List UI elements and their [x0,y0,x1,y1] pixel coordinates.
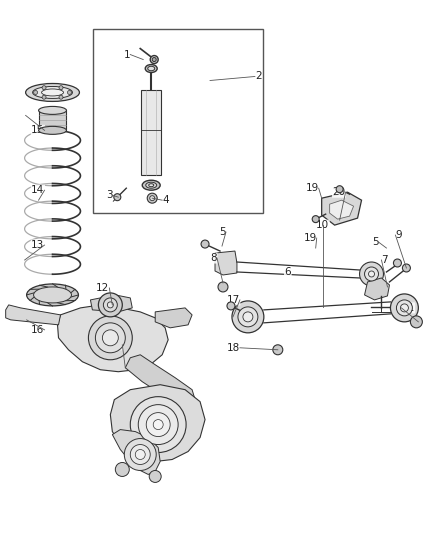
Text: 1: 1 [124,50,130,60]
Polygon shape [39,110,67,131]
Text: 20: 20 [332,187,346,197]
Text: 5: 5 [372,237,378,247]
Circle shape [59,86,63,90]
Circle shape [360,262,384,286]
Polygon shape [155,308,192,328]
Text: 15: 15 [31,125,45,135]
FancyBboxPatch shape [93,29,263,213]
FancyBboxPatch shape [141,91,161,175]
Circle shape [99,293,122,317]
Ellipse shape [34,287,71,303]
Polygon shape [330,200,353,219]
Text: 19: 19 [304,233,317,243]
Text: 7: 7 [381,255,388,265]
Text: 10: 10 [316,220,329,230]
Circle shape [135,449,145,459]
Polygon shape [215,251,237,275]
Circle shape [152,58,156,61]
Ellipse shape [145,64,157,72]
Circle shape [201,240,209,248]
Polygon shape [125,355,195,410]
Circle shape [393,259,401,267]
Polygon shape [364,278,389,300]
Text: 17: 17 [227,295,240,305]
Text: 19: 19 [305,183,319,193]
Ellipse shape [149,184,154,187]
Text: 18: 18 [227,343,240,353]
Circle shape [59,95,63,99]
Circle shape [67,91,71,94]
Circle shape [336,185,343,193]
Circle shape [88,316,132,360]
Circle shape [124,439,156,471]
Ellipse shape [42,89,64,96]
Circle shape [115,463,129,477]
Circle shape [243,312,253,322]
Circle shape [95,323,125,353]
Circle shape [102,330,118,346]
Circle shape [130,445,150,464]
Circle shape [232,301,264,333]
Ellipse shape [32,86,72,99]
Text: 13: 13 [31,240,45,250]
Polygon shape [57,305,168,372]
Circle shape [390,294,418,322]
Circle shape [238,307,258,327]
Circle shape [103,298,117,312]
Circle shape [138,405,178,445]
Text: 12: 12 [109,340,122,350]
Circle shape [114,193,121,200]
Circle shape [410,316,422,328]
Circle shape [396,300,413,316]
Circle shape [368,271,374,277]
Circle shape [312,216,319,223]
Circle shape [42,86,46,90]
Text: 9: 9 [396,230,402,240]
Circle shape [227,302,235,310]
Circle shape [149,471,161,482]
Polygon shape [90,295,132,312]
Text: 12: 12 [96,283,110,293]
Circle shape [130,397,186,453]
Circle shape [107,302,113,308]
Circle shape [34,91,38,94]
Ellipse shape [146,182,157,188]
Circle shape [42,95,46,99]
Polygon shape [6,305,60,325]
Ellipse shape [39,126,67,134]
Text: 5: 5 [219,227,226,237]
Text: 11: 11 [401,303,415,313]
Polygon shape [112,430,160,474]
Text: 16: 16 [31,325,45,335]
Text: 3: 3 [106,190,112,200]
Polygon shape [321,192,361,225]
Ellipse shape [142,180,160,190]
Circle shape [403,264,410,272]
Ellipse shape [39,107,67,115]
Text: 2: 2 [255,71,261,82]
Text: 4: 4 [162,195,169,205]
Circle shape [153,419,163,430]
Circle shape [150,196,155,200]
Circle shape [147,193,157,203]
Ellipse shape [148,66,155,71]
Text: 8: 8 [210,253,217,263]
Text: 6: 6 [284,267,291,277]
Ellipse shape [27,284,78,306]
Polygon shape [110,385,205,462]
Circle shape [400,304,408,312]
Circle shape [146,413,170,437]
Circle shape [218,282,228,292]
Circle shape [364,267,378,281]
Ellipse shape [25,84,79,101]
Circle shape [273,345,283,355]
Text: 14: 14 [31,185,45,195]
Circle shape [150,55,158,63]
